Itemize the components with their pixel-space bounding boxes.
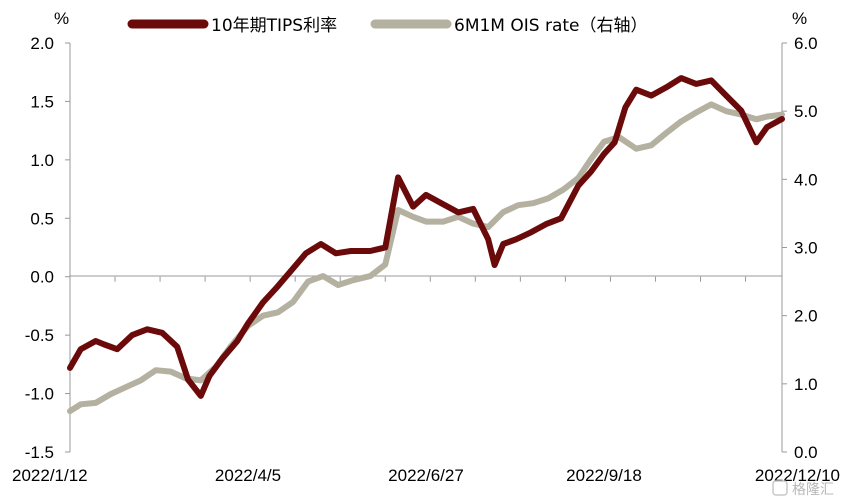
y-right-unit: % xyxy=(792,9,807,28)
y-left-ticks: 2.0 1.5 1.0 0.5 0.0 -0.5 -1.0 -1.5 xyxy=(25,34,70,462)
watermark-text: 格隆汇 xyxy=(792,482,834,498)
y-right-tick-label: 2.0 xyxy=(794,307,818,326)
y-right-tick-label: 1.0 xyxy=(794,375,818,394)
y-left-tick-label: 1.5 xyxy=(30,92,54,111)
x-tick-label: 2022/6/27 xyxy=(388,466,464,485)
x-tick-label: 2022/1/12 xyxy=(12,466,88,485)
legend-label-tips: 10年期TIPS利率 xyxy=(211,16,337,36)
y-right-ticks: 6.0 5.0 4.0 3.0 2.0 1.0 0.0 xyxy=(782,34,818,462)
y-left-tick-label: -1.0 xyxy=(25,385,54,404)
series-layer xyxy=(67,75,785,415)
y-left-tick-label: -0.5 xyxy=(25,326,54,345)
legend: 10年期TIPS利率 6M1M OIS rate（右轴） xyxy=(127,16,648,36)
y-left-tick-label: -1.5 xyxy=(25,443,54,462)
x-tick-label: 2022/9/18 xyxy=(566,466,642,485)
y-left-tick-label: 0.0 xyxy=(30,268,54,287)
watermark: 格隆汇 xyxy=(772,480,834,498)
y-left-tick-label: 2.0 xyxy=(30,34,54,53)
series-line-ois xyxy=(67,101,785,415)
x-ticks: 2022/1/12 2022/4/5 2022/6/27 2022/9/18 2022/… xyxy=(12,276,840,485)
y-right-tick-label: 0.0 xyxy=(794,443,818,462)
x-tick-label: 2022/4/5 xyxy=(215,466,281,485)
y-right-tick-label: 3.0 xyxy=(794,239,818,258)
watermark-logo-icon xyxy=(772,480,788,496)
y-left-tick-label: 1.0 xyxy=(30,151,54,170)
y-left-unit: % xyxy=(54,9,69,28)
y-right-tick-label: 4.0 xyxy=(794,170,818,189)
legend-label-ois: 6M1M OIS rate（右轴） xyxy=(454,16,648,36)
y-left-tick-label: 0.5 xyxy=(30,209,54,228)
y-right-tick-label: 6.0 xyxy=(794,34,818,53)
series-line-tips xyxy=(67,75,785,399)
y-right-tick-label: 5.0 xyxy=(794,102,818,121)
